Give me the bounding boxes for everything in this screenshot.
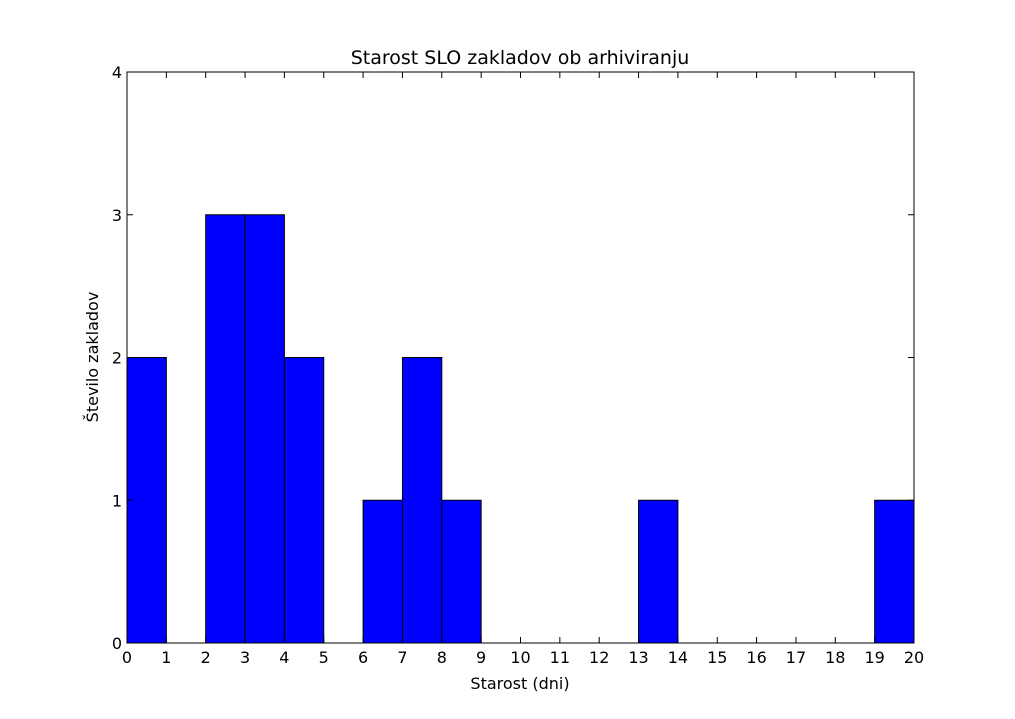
x-tick-label-12: 12 xyxy=(589,648,609,667)
y-tick-label-1: 1 xyxy=(112,491,122,510)
bar-8-9 xyxy=(441,499,482,644)
bar-0-1 xyxy=(126,357,167,644)
bar-4-5 xyxy=(283,357,325,644)
bar-7-8 xyxy=(401,357,443,644)
x-tick-label-5: 5 xyxy=(319,648,329,667)
bars-layer xyxy=(126,214,915,644)
y-tick-label-4: 4 xyxy=(112,63,122,82)
x-tick-label-15: 15 xyxy=(707,648,727,667)
x-tick-label-8: 8 xyxy=(437,648,447,667)
x-tick-label-1: 1 xyxy=(161,648,171,667)
y-tick-label-2: 2 xyxy=(112,349,122,368)
y-tick-label-0: 0 xyxy=(112,634,122,653)
x-tick-label-13: 13 xyxy=(628,648,648,667)
x-tick-label-19: 19 xyxy=(864,648,884,667)
ticks-layer xyxy=(126,71,915,644)
x-tick-label-17: 17 xyxy=(786,648,806,667)
x-tick-label-2: 2 xyxy=(201,648,211,667)
bar-19-20 xyxy=(874,499,915,644)
x-tick-label-20: 20 xyxy=(904,648,924,667)
x-tick-label-4: 4 xyxy=(279,648,289,667)
bar-2-3 xyxy=(205,214,246,644)
x-tick-label-9: 9 xyxy=(476,648,486,667)
x-tick-label-11: 11 xyxy=(550,648,570,667)
bar-3-4 xyxy=(244,214,285,644)
x-tick-label-6: 6 xyxy=(358,648,368,667)
y-tick-label-3: 3 xyxy=(112,206,122,225)
x-tick-label-0: 0 xyxy=(122,648,132,667)
x-axis-label: Starost (dni) xyxy=(470,674,569,693)
x-tick-label-16: 16 xyxy=(746,648,766,667)
bar-6-7 xyxy=(362,499,403,644)
x-tick-label-7: 7 xyxy=(397,648,407,667)
y-axis-label: Število zakladov xyxy=(83,292,102,423)
x-tick-label-3: 3 xyxy=(240,648,250,667)
x-tick-label-10: 10 xyxy=(510,648,530,667)
chart-title: Starost SLO zakladov ob arhiviranju xyxy=(351,47,690,69)
x-tick-label-14: 14 xyxy=(668,648,688,667)
x-tick-label-18: 18 xyxy=(825,648,845,667)
bar-13-14 xyxy=(638,499,679,644)
